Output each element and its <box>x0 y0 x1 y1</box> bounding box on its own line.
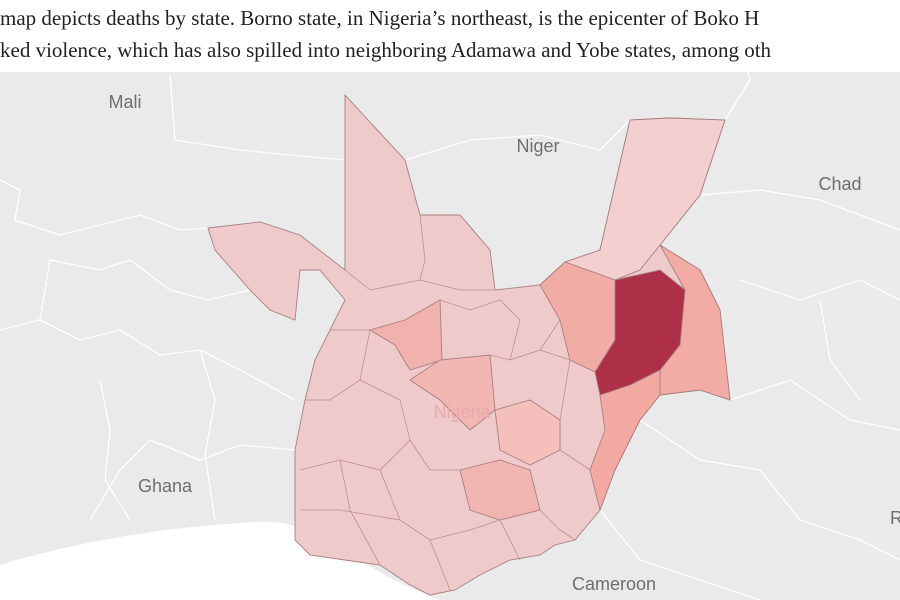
caption-line: ked violence, which has also spilled int… <box>0 38 772 62</box>
caption-line: map depicts deaths by state. Borno state… <box>0 6 760 30</box>
country-label: Mali <box>108 92 141 112</box>
country-label: R <box>890 508 900 528</box>
country-borders <box>0 59 900 600</box>
borno <box>594 269 686 396</box>
state <box>563 117 726 281</box>
country-label: Chad <box>818 174 861 194</box>
caption: map depicts deaths by state. Borno state… <box>0 0 900 72</box>
nigeria-states <box>207 93 731 596</box>
labels: Mali Niger Chad Nigeria Ghana Cameroon R <box>108 92 900 594</box>
country-label: Ghana <box>138 476 193 496</box>
country-label: Nigeria <box>433 402 491 422</box>
state <box>459 459 541 521</box>
country-label: Cameroon <box>572 574 656 594</box>
country-label: Niger <box>516 136 559 156</box>
